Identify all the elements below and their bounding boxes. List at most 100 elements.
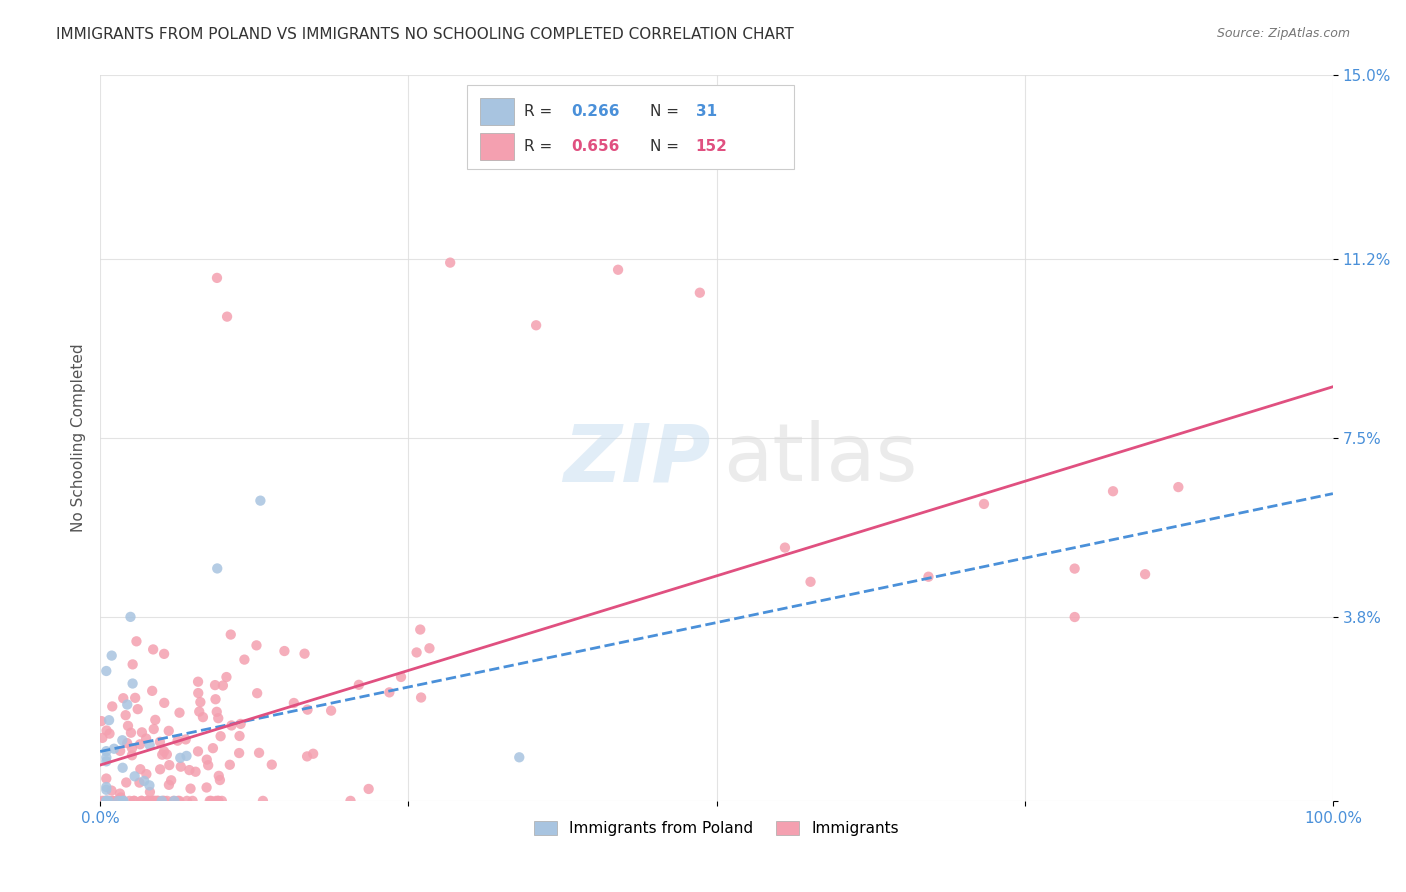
Point [148, 794, 170, 808]
Point [1133, 567, 1156, 582]
Point [228, 729, 250, 743]
Point [91, 731, 114, 745]
Point [101, 794, 124, 808]
Text: IMMIGRANTS FROM POLAND VS IMMIGRANTS NO SCHOOLING COMPLETED CORRELATION CHART: IMMIGRANTS FROM POLAND VS IMMIGRANTS NO … [56, 27, 794, 42]
Point [197, 758, 219, 772]
Point [114, 708, 136, 723]
Point [112, 794, 135, 808]
Point [176, 794, 198, 808]
Point [122, 794, 145, 808]
Point [799, 574, 821, 589]
Point [108, 744, 131, 758]
Point [1167, 480, 1189, 494]
Point [405, 645, 427, 659]
Point [143, 713, 166, 727]
Point [184, 764, 207, 779]
Point [101, 699, 124, 714]
Point [139, 785, 162, 799]
Point [96, 794, 118, 808]
Point [141, 684, 163, 698]
Point [973, 497, 995, 511]
Point [170, 760, 193, 774]
Point [138, 738, 160, 752]
Point [96, 794, 118, 808]
Point [247, 746, 270, 760]
Point [212, 679, 235, 693]
Point [91, 794, 114, 808]
Point [207, 794, 229, 808]
Point [135, 767, 157, 781]
Point [124, 690, 146, 705]
Text: atlas: atlas [723, 420, 917, 499]
Point [190, 695, 212, 709]
Point [129, 762, 152, 776]
Point [136, 794, 159, 808]
Point [195, 753, 218, 767]
Point [153, 696, 176, 710]
Point [136, 794, 159, 808]
Text: 152: 152 [696, 139, 727, 154]
Point [107, 794, 129, 808]
Point [138, 778, 160, 792]
Point [143, 794, 166, 808]
Point [409, 623, 432, 637]
Point [207, 561, 229, 575]
Text: 31: 31 [696, 104, 717, 119]
Point [153, 744, 176, 758]
Point [188, 705, 211, 719]
Point [389, 670, 412, 684]
Point [111, 761, 134, 775]
Point [162, 794, 184, 808]
Point [121, 748, 143, 763]
Point [207, 794, 229, 808]
Point [153, 794, 176, 808]
Text: Source: ZipAtlas.com: Source: ZipAtlas.com [1216, 27, 1350, 40]
Point [378, 685, 401, 699]
Point [94, 794, 117, 808]
Point [100, 648, 122, 663]
Point [157, 778, 180, 792]
Point [187, 686, 209, 700]
Point [204, 678, 226, 692]
Point [201, 741, 224, 756]
Point [246, 686, 269, 700]
Point [181, 794, 204, 808]
Point [111, 733, 134, 747]
Point [157, 723, 180, 738]
Point [96, 723, 118, 738]
Point [160, 773, 183, 788]
Text: N =: N = [650, 104, 683, 119]
Point [204, 692, 226, 706]
Point [152, 794, 174, 808]
Point [120, 610, 142, 624]
Point [200, 794, 222, 808]
Point [131, 725, 153, 739]
Point [111, 794, 134, 808]
Point [283, 696, 305, 710]
Point [96, 744, 118, 758]
Point [1063, 610, 1085, 624]
Point [195, 780, 218, 795]
Point [121, 676, 143, 690]
Text: 0.266: 0.266 [571, 104, 620, 119]
Point [141, 794, 163, 808]
Point [180, 781, 202, 796]
Point [773, 541, 796, 555]
Point [156, 747, 179, 762]
Point [131, 794, 153, 808]
Point [127, 702, 149, 716]
Point [1063, 561, 1085, 575]
Point [90, 714, 112, 728]
Point [167, 794, 190, 808]
Point [101, 794, 124, 808]
Point [110, 794, 132, 808]
Point [208, 772, 231, 787]
Text: 0.656: 0.656 [571, 139, 620, 154]
Point [297, 703, 319, 717]
Point [157, 758, 180, 772]
Point [134, 773, 156, 788]
Point [96, 772, 118, 786]
Point [108, 787, 131, 801]
Point [105, 794, 128, 808]
Point [260, 757, 283, 772]
